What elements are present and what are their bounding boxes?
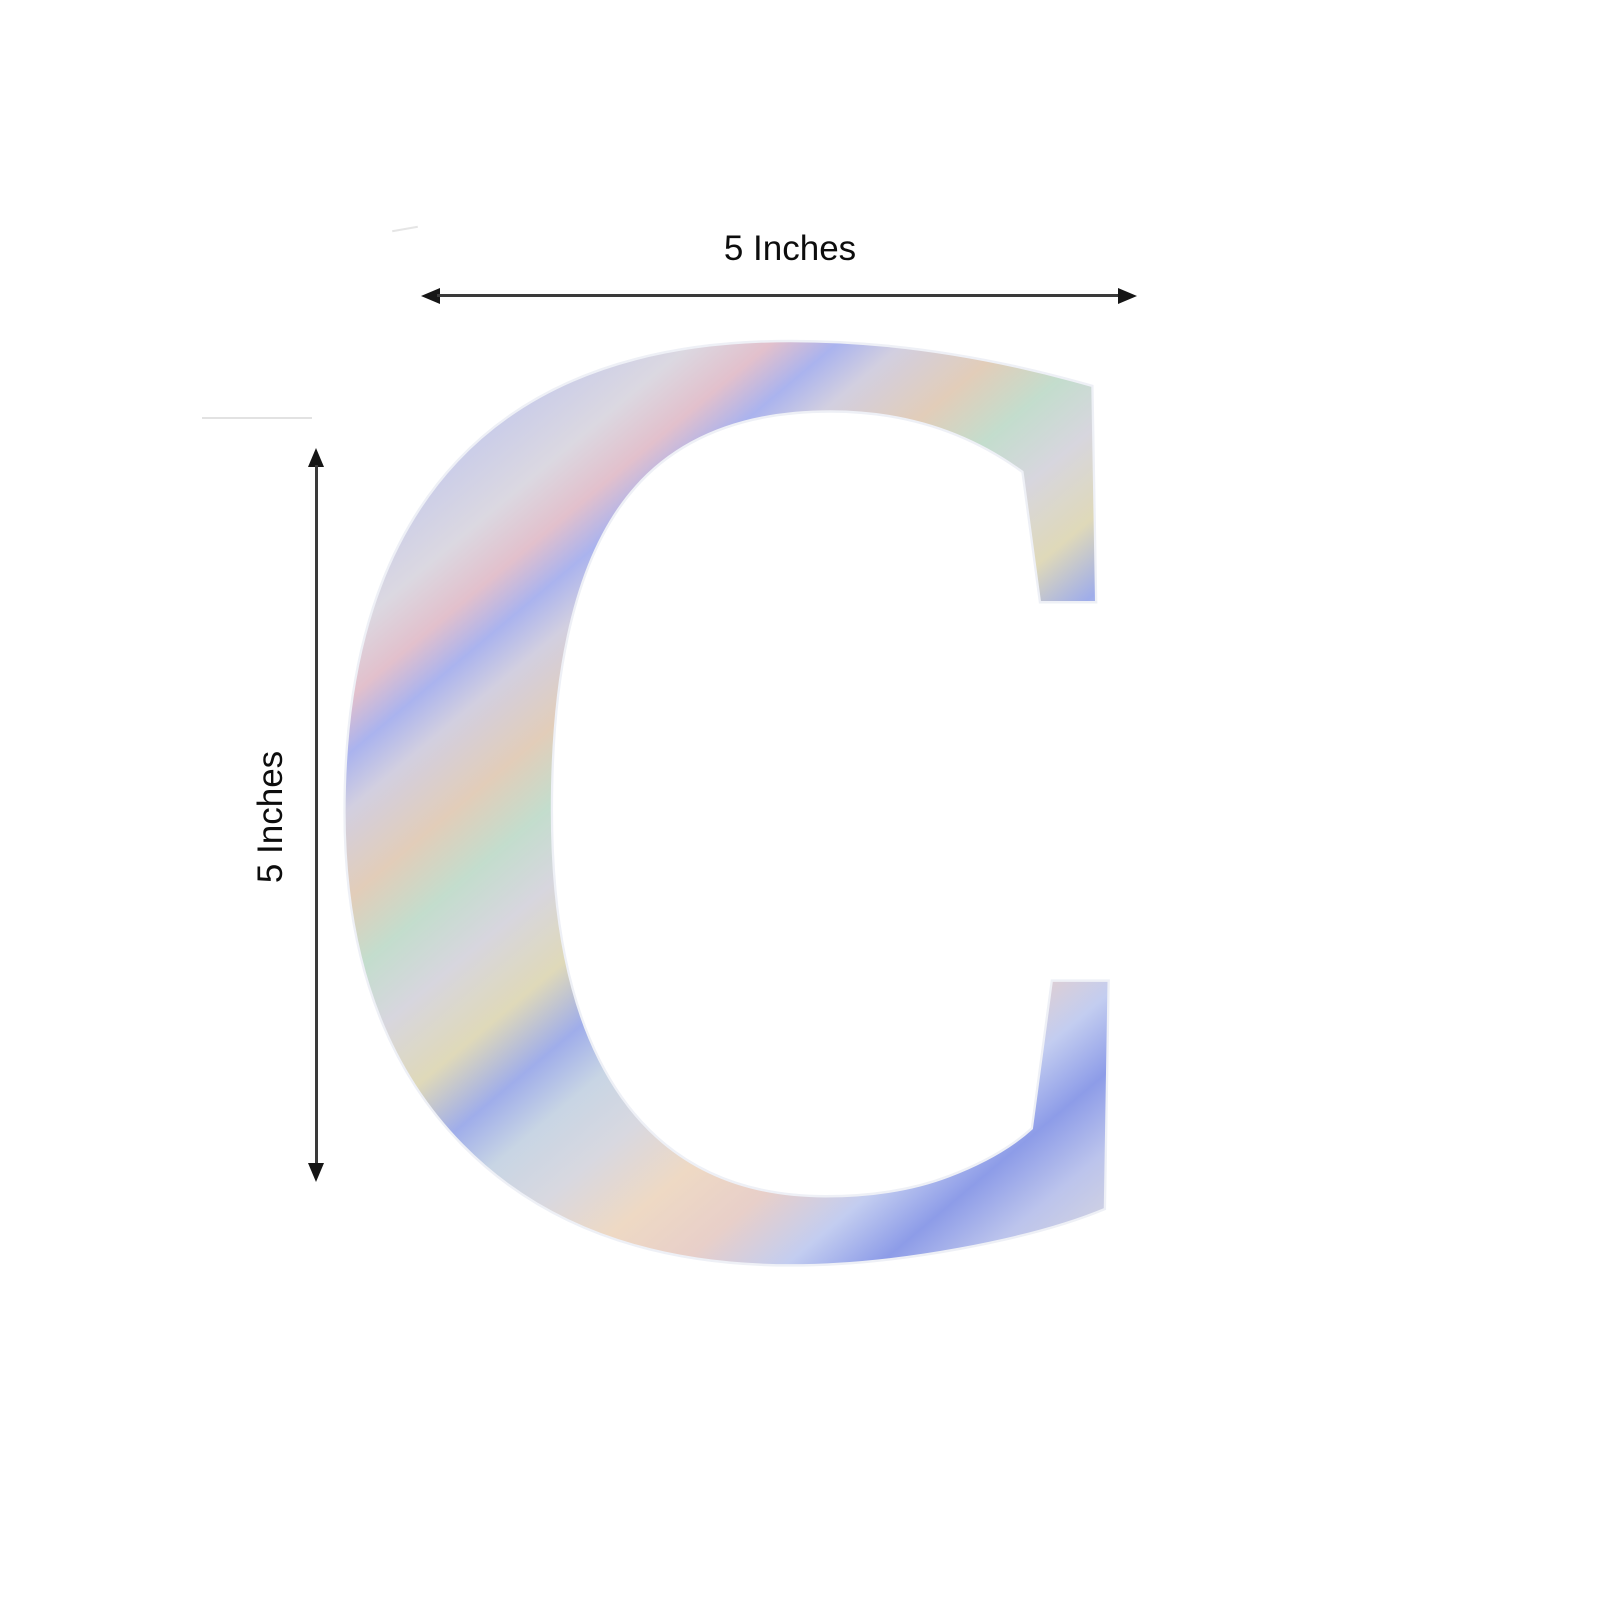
- width-dimension-label: 5 Inches: [723, 229, 857, 268]
- letter-c-text: C: [282, 27, 1206, 1550]
- height-arrow-up-arrowhead-icon: [308, 448, 324, 467]
- width-dimension-line: [437, 294, 1121, 297]
- width-arrow-left-arrowhead-icon: [421, 288, 440, 304]
- height-arrow-down-arrowhead-icon: [308, 1163, 324, 1182]
- height-dimension-line: [315, 465, 318, 1166]
- faint-artifact-line: [202, 417, 312, 419]
- width-arrow-right-arrowhead-icon: [1118, 288, 1137, 304]
